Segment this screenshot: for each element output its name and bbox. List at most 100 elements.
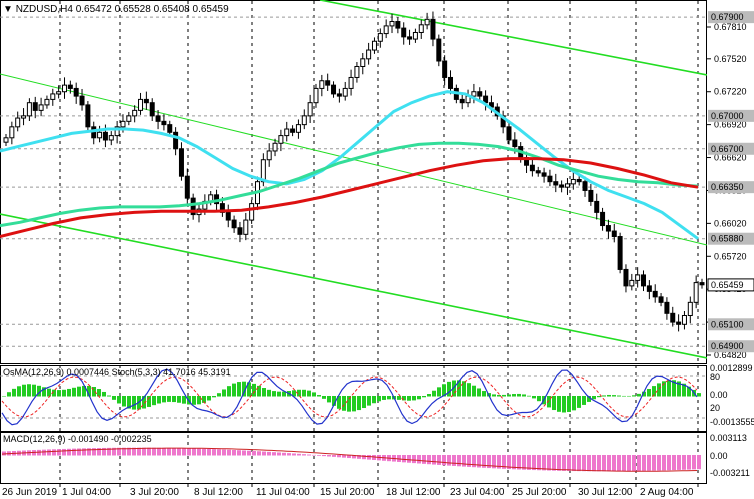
candle-body	[61, 84, 67, 93]
macd-bar	[82, 448, 86, 456]
macd-bar	[462, 455, 466, 467]
candle-body	[600, 211, 606, 227]
macd-bar	[202, 448, 206, 456]
osma-axis-label: 20	[710, 403, 720, 413]
macd-bar	[132, 447, 136, 456]
osma-bar	[352, 396, 356, 412]
osma-bar	[297, 389, 301, 397]
osma-bar	[167, 396, 171, 402]
osma-bar	[412, 396, 416, 401]
osma-bar	[452, 380, 456, 397]
osma-axis-label: -0.0013555	[710, 417, 754, 427]
macd-bar	[47, 449, 51, 456]
macd-bar	[247, 450, 251, 456]
osma-bar	[82, 385, 86, 397]
osma-bar	[132, 396, 136, 410]
macd-bar	[692, 455, 696, 470]
macd-bar	[322, 455, 326, 457]
candle-body	[73, 87, 79, 97]
osma-bar	[387, 396, 391, 400]
osma-bar	[182, 396, 186, 404]
osma-bar	[292, 390, 296, 397]
osma-bar	[427, 394, 431, 397]
osma-bar	[77, 386, 81, 397]
macd-bar	[197, 448, 201, 456]
symbol-header: ▼ NZDUSD,H4 0.65472 0.65528 0.65408 0.65…	[3, 4, 229, 15]
candle-body	[401, 27, 407, 38]
macd-bar	[302, 454, 306, 456]
candle-body	[471, 91, 477, 97]
candle-body	[319, 80, 325, 89]
macd-bar	[537, 455, 541, 471]
macd-bar	[367, 455, 371, 460]
macd-bar	[237, 450, 241, 456]
macd-bar	[652, 455, 656, 471]
osma-bar	[307, 390, 311, 397]
osma-bar	[652, 386, 656, 397]
macd-bar	[242, 450, 246, 456]
candle-body	[623, 268, 629, 287]
candle-body	[26, 102, 32, 117]
osma-bar	[122, 396, 126, 407]
osma-bar	[462, 381, 466, 397]
osma-bar	[687, 386, 691, 397]
osma-bar	[622, 395, 626, 397]
osma-bar	[202, 396, 206, 403]
candle-body	[143, 98, 149, 104]
time-label: 18 Jul 12:00	[386, 487, 441, 498]
osma-bar	[102, 391, 106, 397]
candle-body	[15, 117, 21, 128]
candle-body	[278, 135, 284, 144]
level-label-box	[708, 232, 754, 245]
macd-bar	[552, 455, 556, 471]
macd-bar	[297, 453, 301, 456]
macd-axis-label: -0.003211	[710, 468, 750, 478]
candle-body	[290, 128, 296, 133]
macd-bar	[417, 455, 421, 464]
osma-bar	[142, 396, 146, 409]
osma-bar	[602, 395, 606, 397]
osma-bar	[282, 391, 286, 397]
macd-bar	[277, 452, 281, 456]
candle-body	[301, 115, 307, 126]
candle-body	[541, 172, 547, 177]
macd-bar	[522, 455, 526, 470]
osma-bar	[242, 381, 246, 397]
stoch-signal-line	[1, 376, 698, 418]
osma-bar	[72, 387, 76, 397]
price-tick-label: 0.67810	[714, 22, 747, 32]
macd-bar	[312, 454, 316, 456]
current-price-label: 0.65459	[707, 278, 754, 292]
osma-bar	[607, 394, 611, 397]
osma-bar	[152, 396, 156, 406]
osma-bar	[87, 386, 91, 397]
candle-body	[348, 76, 354, 89]
osma-bar	[232, 383, 236, 397]
candle-body	[167, 124, 173, 133]
macd-bar	[617, 455, 621, 472]
macd-bar	[347, 455, 351, 459]
time-label: 8 Jul 12:00	[194, 487, 243, 498]
candle-body	[249, 203, 255, 221]
osma-bar	[277, 391, 281, 397]
macd-bar	[577, 455, 581, 472]
osma-bar	[92, 386, 96, 397]
macd-bar	[142, 447, 146, 456]
candles	[3, 11, 705, 332]
osma-bar	[347, 396, 351, 412]
candle-body	[448, 76, 454, 89]
macd-bar	[332, 455, 336, 457]
macd-bar	[187, 448, 191, 456]
candle-body	[553, 181, 559, 186]
macd-bar	[262, 451, 266, 456]
osma-bar	[557, 396, 561, 412]
candle-body	[547, 175, 553, 183]
candle-body	[641, 274, 647, 287]
time-label: 23 Jul 04:00	[450, 487, 505, 498]
candle-body	[436, 38, 442, 62]
macd-bar	[217, 449, 221, 456]
macd-bar	[232, 449, 236, 456]
osma-bar	[562, 396, 566, 413]
time-label: 15 Jul 20:00	[320, 487, 375, 498]
